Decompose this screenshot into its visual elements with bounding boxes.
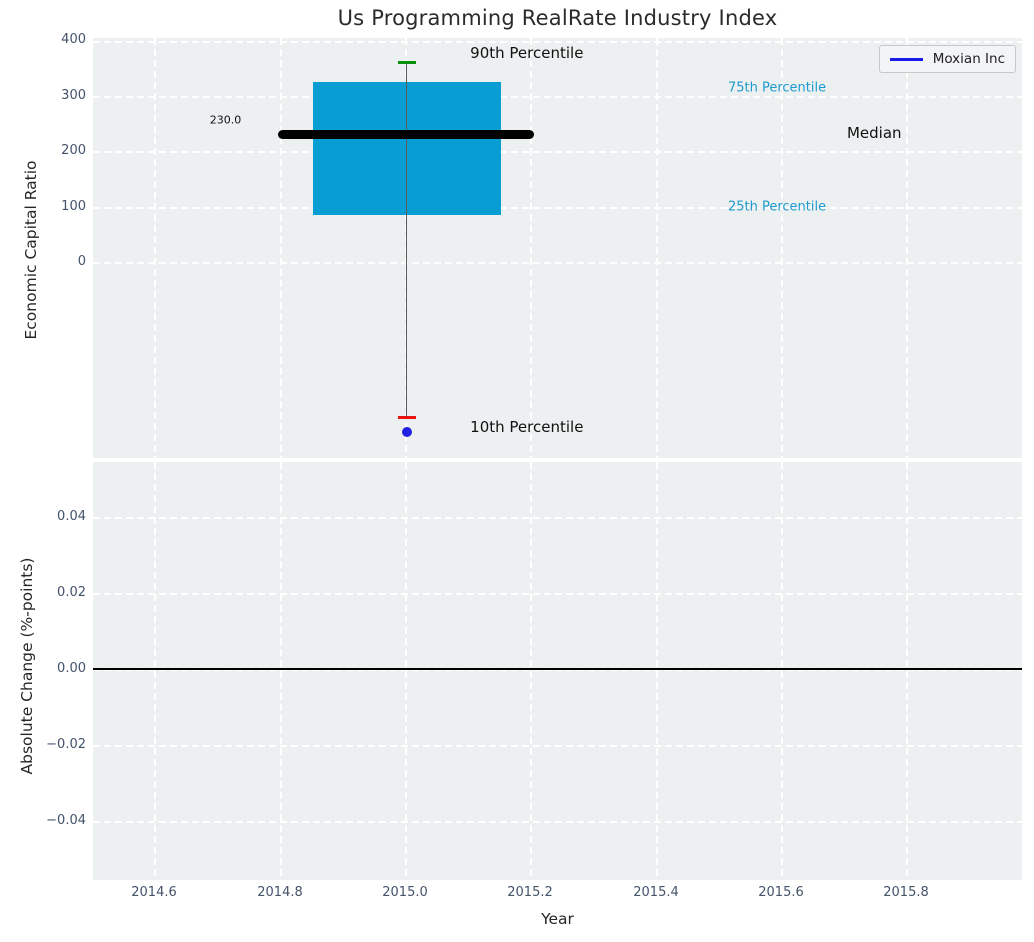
whisker-line <box>405 62 408 418</box>
chart-title: Us Programming RealRate Industry Index <box>337 6 778 30</box>
y-tick-label: 400 <box>61 32 86 47</box>
y-tick-label: 0.02 <box>57 585 86 600</box>
annotation-25th-percentile: 25th Percentile <box>727 199 827 215</box>
annotation-75th-percentile: 75th Percentile <box>727 80 827 96</box>
y-tick-label: 0 <box>77 254 86 269</box>
gridline-vertical <box>905 462 908 880</box>
x-axis-label: Year <box>541 910 574 928</box>
legend-label: Moxian Inc <box>932 51 1005 67</box>
y-tick-label: 300 <box>61 88 86 103</box>
gridline-horizontal <box>93 261 1022 264</box>
gridline-vertical <box>780 462 783 880</box>
x-tick-label: 2015.8 <box>883 885 929 900</box>
company-data-point <box>401 426 412 437</box>
gridline-horizontal <box>93 592 1022 595</box>
annotation-90th-percentile: 90th Percentile <box>470 43 584 62</box>
y-tick-label: 0.00 <box>57 661 86 676</box>
gridline-vertical <box>154 38 157 458</box>
gridline-horizontal <box>93 517 1022 520</box>
x-tick-label: 2015.2 <box>507 885 553 900</box>
x-tick-label: 2015.6 <box>758 885 804 900</box>
y-tick-label: 200 <box>61 143 86 158</box>
median-value-label: 230.0 <box>209 113 242 127</box>
y-tick-label: 0.04 <box>57 509 86 524</box>
bottom-y-axis-label: Absolute Change (%-points) <box>18 557 36 775</box>
top-plot: 90th Percentile 75th Percentile Median 2… <box>93 38 1022 458</box>
gridline-vertical <box>780 38 783 458</box>
gridline-horizontal <box>93 206 1022 209</box>
p10-whisker-cap <box>397 415 416 419</box>
annotation-10th-percentile: 10th Percentile <box>470 418 584 437</box>
y-tick-label: −0.02 <box>46 737 86 752</box>
gridline-vertical <box>905 38 908 458</box>
gridline-horizontal <box>93 40 1022 43</box>
annotation-median: Median <box>846 123 902 142</box>
median-line <box>277 130 535 140</box>
gridline-vertical <box>655 462 658 880</box>
zero-reference-line <box>93 667 1022 670</box>
top-y-axis-label: Economic Capital Ratio <box>22 160 40 340</box>
legend: Moxian Inc <box>878 45 1016 73</box>
gridline-horizontal <box>93 668 1022 671</box>
legend-line-icon <box>889 57 923 61</box>
y-tick-label: 100 <box>61 199 86 214</box>
y-tick-label: −0.04 <box>46 813 86 828</box>
bottom-plot <box>93 462 1022 880</box>
gridline-horizontal <box>93 150 1022 153</box>
gridline-horizontal <box>93 744 1022 747</box>
gridline-vertical <box>530 38 533 458</box>
gridline-vertical <box>154 462 157 880</box>
gridline-vertical <box>279 38 282 458</box>
gridline-vertical <box>279 462 282 880</box>
x-tick-label: 2015.0 <box>382 885 428 900</box>
gridline-vertical <box>655 38 658 458</box>
x-tick-label: 2015.4 <box>633 885 679 900</box>
x-tick-label: 2014.8 <box>257 885 303 900</box>
gridline-vertical <box>530 462 533 880</box>
x-tick-label: 2014.6 <box>131 885 177 900</box>
gridline-horizontal <box>93 821 1022 824</box>
p90-whisker-cap <box>397 61 416 65</box>
gridline-horizontal <box>93 95 1022 98</box>
gridline-vertical <box>404 462 407 880</box>
